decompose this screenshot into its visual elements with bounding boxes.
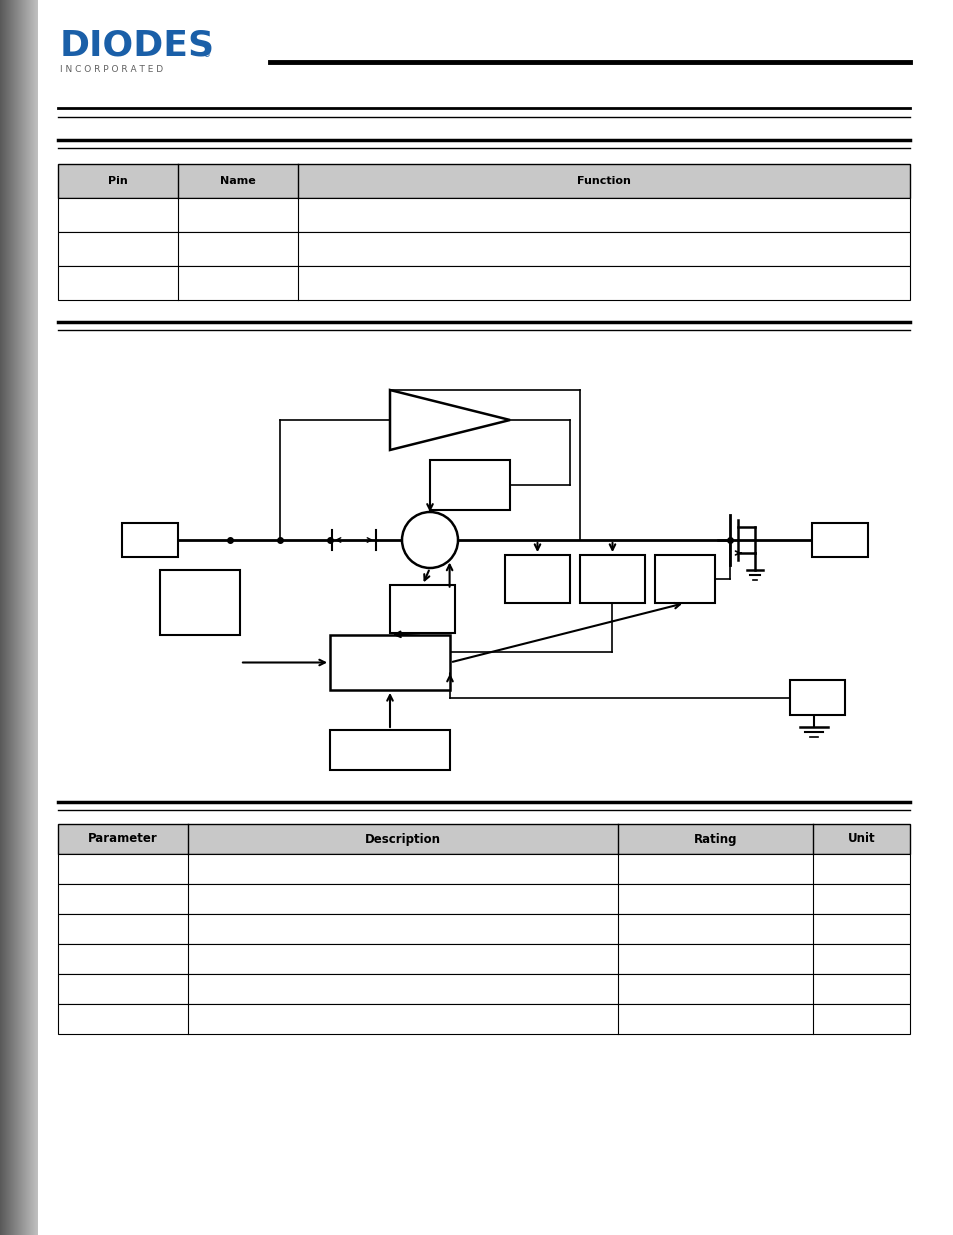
Text: DIODES: DIODES [60, 28, 214, 62]
Bar [58, 232, 909, 266]
Bar [58, 974, 909, 1004]
Bar [12, 0, 13, 1235]
Bar [34, 0, 35, 1235]
Bar [9, 0, 10, 1235]
Bar [33, 0, 34, 1235]
Bar [5, 0, 6, 1235]
Bar [16, 0, 17, 1235]
Text: Parameter: Parameter [88, 832, 157, 846]
Bar [504, 555, 569, 603]
Bar [15, 0, 16, 1235]
Bar [58, 266, 909, 300]
Bar [10, 0, 11, 1235]
Bar [26, 0, 27, 1235]
Bar [4, 0, 5, 1235]
Bar [122, 522, 178, 557]
Text: Name: Name [220, 177, 255, 186]
Bar [25, 0, 26, 1235]
Bar [37, 0, 38, 1235]
Bar [24, 0, 25, 1235]
Bar [655, 555, 714, 603]
Bar [390, 585, 455, 634]
Bar [19, 0, 20, 1235]
Text: Function: Function [577, 177, 630, 186]
Bar [35, 0, 36, 1235]
Text: Rating: Rating [693, 832, 737, 846]
Bar [789, 680, 844, 715]
Bar [23, 0, 24, 1235]
Bar [22, 0, 23, 1235]
Bar [3, 0, 4, 1235]
Bar [7, 0, 8, 1235]
Bar [30, 0, 32, 1235]
Bar [330, 730, 450, 769]
Bar [58, 198, 909, 232]
Text: Unit: Unit [847, 832, 875, 846]
Bar [11, 0, 12, 1235]
Bar [330, 635, 450, 690]
Bar [58, 164, 909, 198]
Circle shape [401, 513, 457, 568]
Bar [28, 0, 29, 1235]
Bar [58, 884, 909, 914]
Bar [58, 824, 909, 853]
Bar [430, 459, 510, 510]
Text: ®: ® [203, 49, 211, 59]
Bar [17, 0, 18, 1235]
Bar [58, 853, 909, 884]
Bar [58, 914, 909, 944]
Bar [58, 1004, 909, 1034]
Bar [21, 0, 22, 1235]
Bar [27, 0, 28, 1235]
Bar [579, 555, 644, 603]
Bar [13, 0, 14, 1235]
Text: Description: Description [365, 832, 440, 846]
Bar [18, 0, 19, 1235]
Bar [2, 0, 3, 1235]
Bar [36, 0, 37, 1235]
Bar [58, 944, 909, 974]
Bar [0, 0, 1, 1235]
Bar [29, 0, 30, 1235]
Bar [6, 0, 7, 1235]
Bar [160, 571, 240, 635]
Polygon shape [390, 390, 510, 450]
Text: I N C O R P O R A T E D: I N C O R P O R A T E D [60, 65, 163, 74]
Bar [8, 0, 9, 1235]
Bar [32, 0, 33, 1235]
Bar [1, 0, 2, 1235]
Text: Pin: Pin [108, 177, 128, 186]
Bar [14, 0, 15, 1235]
Bar [811, 522, 867, 557]
Bar [20, 0, 21, 1235]
